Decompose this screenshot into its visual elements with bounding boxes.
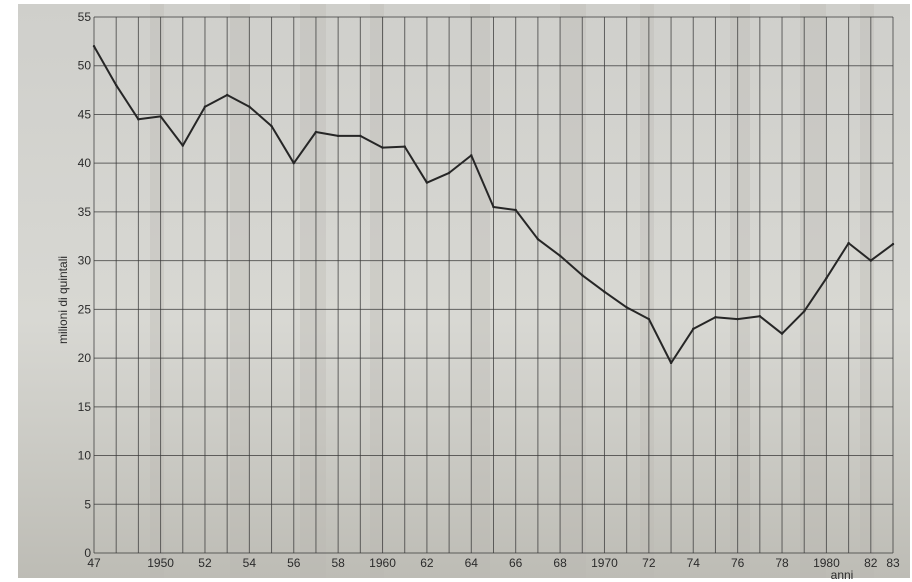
data-point <box>92 45 96 48</box>
x-tick-label: 66 <box>509 556 523 570</box>
texture-trunk <box>370 4 384 578</box>
data-point <box>270 124 273 128</box>
data-points <box>92 45 895 365</box>
x-tick-label: 78 <box>775 556 789 570</box>
y-tick-label: 40 <box>78 156 92 170</box>
x-tick-label: 64 <box>465 556 479 570</box>
x-tick-label: 72 <box>642 556 656 570</box>
data-point <box>891 242 895 246</box>
x-tick-label: 1950 <box>147 556 174 570</box>
x-tick-label: 52 <box>198 556 212 570</box>
texture-trunk <box>230 4 250 578</box>
y-tick-label: 30 <box>78 254 92 268</box>
data-point <box>647 317 651 321</box>
data-point <box>336 134 340 138</box>
texture-trunk <box>730 4 750 578</box>
data-point <box>492 205 495 209</box>
data-point <box>736 317 739 321</box>
texture-trunk <box>470 4 490 578</box>
grid-lines <box>93 16 894 554</box>
x-axis-ticks: 47 1950 52 54 56 58 1960 62 64 66 68 1970 72 74 76 78 19… <box>87 556 900 570</box>
data-point <box>114 84 118 87</box>
x-tick-label: 68 <box>553 556 567 570</box>
data-point <box>359 134 362 138</box>
data-point <box>203 105 207 108</box>
data-point <box>780 332 784 335</box>
x-tick-label: 56 <box>287 556 301 570</box>
y-tick-label: 15 <box>78 400 92 414</box>
y-tick-label: 0 <box>84 546 91 560</box>
x-tick-label: 83 <box>886 556 900 570</box>
data-point <box>758 314 762 318</box>
data-point <box>447 171 451 175</box>
x-tick-label: 76 <box>731 556 745 570</box>
texture-trunk <box>560 4 586 578</box>
data-point <box>692 327 695 331</box>
y-tick-label: 25 <box>78 302 92 316</box>
texture-trunk <box>300 4 326 578</box>
data-point <box>558 254 562 257</box>
data-point <box>803 310 806 313</box>
data-point <box>603 290 606 294</box>
data-point <box>470 154 473 157</box>
data-point <box>314 130 318 134</box>
data-point <box>869 259 873 262</box>
x-tick-label: 1960 <box>369 556 396 570</box>
data-point <box>669 361 673 365</box>
texture-trunk <box>640 4 654 578</box>
data-point <box>625 306 628 309</box>
x-tick-label: 62 <box>420 556 434 570</box>
texture-trunk <box>150 4 164 578</box>
x-tick-label: 1970 <box>591 556 618 570</box>
y-tick-label: 35 <box>78 205 92 219</box>
data-point <box>714 315 717 319</box>
data-point <box>825 276 828 280</box>
data-point <box>248 105 251 108</box>
data-point <box>225 93 229 97</box>
data-point <box>425 181 429 184</box>
data-point <box>403 145 406 148</box>
texture-trunk <box>860 4 874 578</box>
data-point <box>847 241 850 245</box>
photo-background <box>18 4 910 578</box>
y-tick-label: 5 <box>84 497 91 511</box>
y-tick-label: 50 <box>78 59 92 73</box>
data-point <box>181 144 184 147</box>
y-axis-ticks: 0 5 10 15 20 25 30 35 40 45 50 55 <box>78 10 92 560</box>
x-tick-label: 1980 <box>813 556 840 570</box>
data-point <box>514 208 517 212</box>
y-tick-label: 45 <box>78 107 92 121</box>
data-point <box>581 274 584 277</box>
data-point <box>159 115 162 118</box>
x-tick-label: 54 <box>243 556 257 570</box>
y-axis-label: milioni di quintali <box>56 256 70 344</box>
x-tick-label: 82 <box>864 556 878 570</box>
data-point <box>536 237 540 241</box>
data-point <box>381 146 384 149</box>
y-tick-label: 10 <box>78 449 92 463</box>
x-tick-label: 47 <box>87 556 101 570</box>
data-point <box>292 161 295 165</box>
x-tick-label: 74 <box>687 556 701 570</box>
x-tick-label: 58 <box>331 556 345 570</box>
x-axis-label: anni <box>831 568 854 582</box>
y-tick-label: 20 <box>78 351 92 365</box>
data-point <box>137 118 140 121</box>
y-tick-label: 55 <box>78 10 92 24</box>
